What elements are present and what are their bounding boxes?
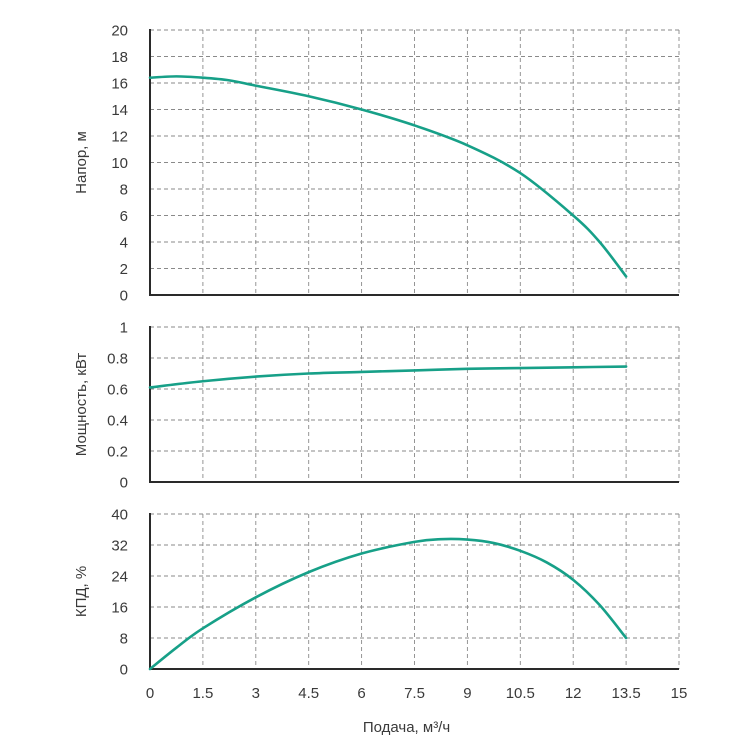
x-tick-label: 10.5 (506, 685, 535, 702)
chart-1-y-tick-label: 20 (111, 23, 128, 40)
chart-2-y-tick-label: 0.4 (107, 413, 128, 430)
x-tick-label: 13.5 (611, 685, 640, 702)
chart-1-y-tick-label: 6 (120, 208, 128, 225)
x-tick-label: 4.5 (298, 685, 319, 702)
x-tick-label: 3 (252, 685, 260, 702)
chart-3-y-tick-label: 24 (111, 569, 128, 586)
x-axis-title: Подача, м³/ч (363, 719, 450, 736)
x-tick-label: 7.5 (404, 685, 425, 702)
chart-2-y-tick-label: 1 (120, 320, 128, 337)
chart-1-y-tick-label: 8 (120, 182, 128, 199)
chart-3-y-tick-label: 32 (111, 538, 128, 555)
chart-1-y-tick-label: 18 (111, 49, 128, 66)
chart-1-y-tick-label: 12 (111, 129, 128, 146)
x-tick-label: 9 (463, 685, 471, 702)
chart-2-y-axis-title: Мощность, кВт (73, 353, 90, 457)
chart-1-y-tick-label: 16 (111, 76, 128, 93)
chart-3-y-axis-title: КПД, % (73, 566, 90, 617)
chart-2-series-line (148, 365, 628, 389)
chart-3-y-tick-label: 16 (111, 600, 128, 617)
chart-3-series-line (148, 537, 628, 671)
chart-1-y-tick-label: 2 (120, 261, 128, 278)
x-tick-label: 6 (357, 685, 365, 702)
chart-1-y-tick-label: 0 (120, 288, 128, 305)
chart-1-y-tick-label: 14 (111, 102, 128, 119)
chart-3-y-tick-label: 0 (120, 662, 128, 679)
chart-1-y-tick-label: 10 (111, 155, 128, 172)
chart-3-y-tick-label: 40 (111, 507, 128, 524)
x-tick-label: 0 (146, 685, 154, 702)
chart-2-y-tick-label: 0.6 (107, 382, 128, 399)
chart-1-y-tick-label: 4 (120, 235, 128, 252)
chart-2-y-tick-label: 0.8 (107, 351, 128, 368)
x-tick-label: 15 (671, 685, 688, 702)
x-tick-label: 12 (565, 685, 582, 702)
chart-3-y-tick-label: 8 (120, 631, 128, 648)
x-tick-label: 1.5 (192, 685, 213, 702)
chart-1-y-axis-title: Напор, м (73, 131, 90, 194)
chart-2-y-tick-label: 0 (120, 475, 128, 492)
chart-1-series-line (148, 75, 628, 278)
chart-2-y-tick-label: 0.2 (107, 444, 128, 461)
